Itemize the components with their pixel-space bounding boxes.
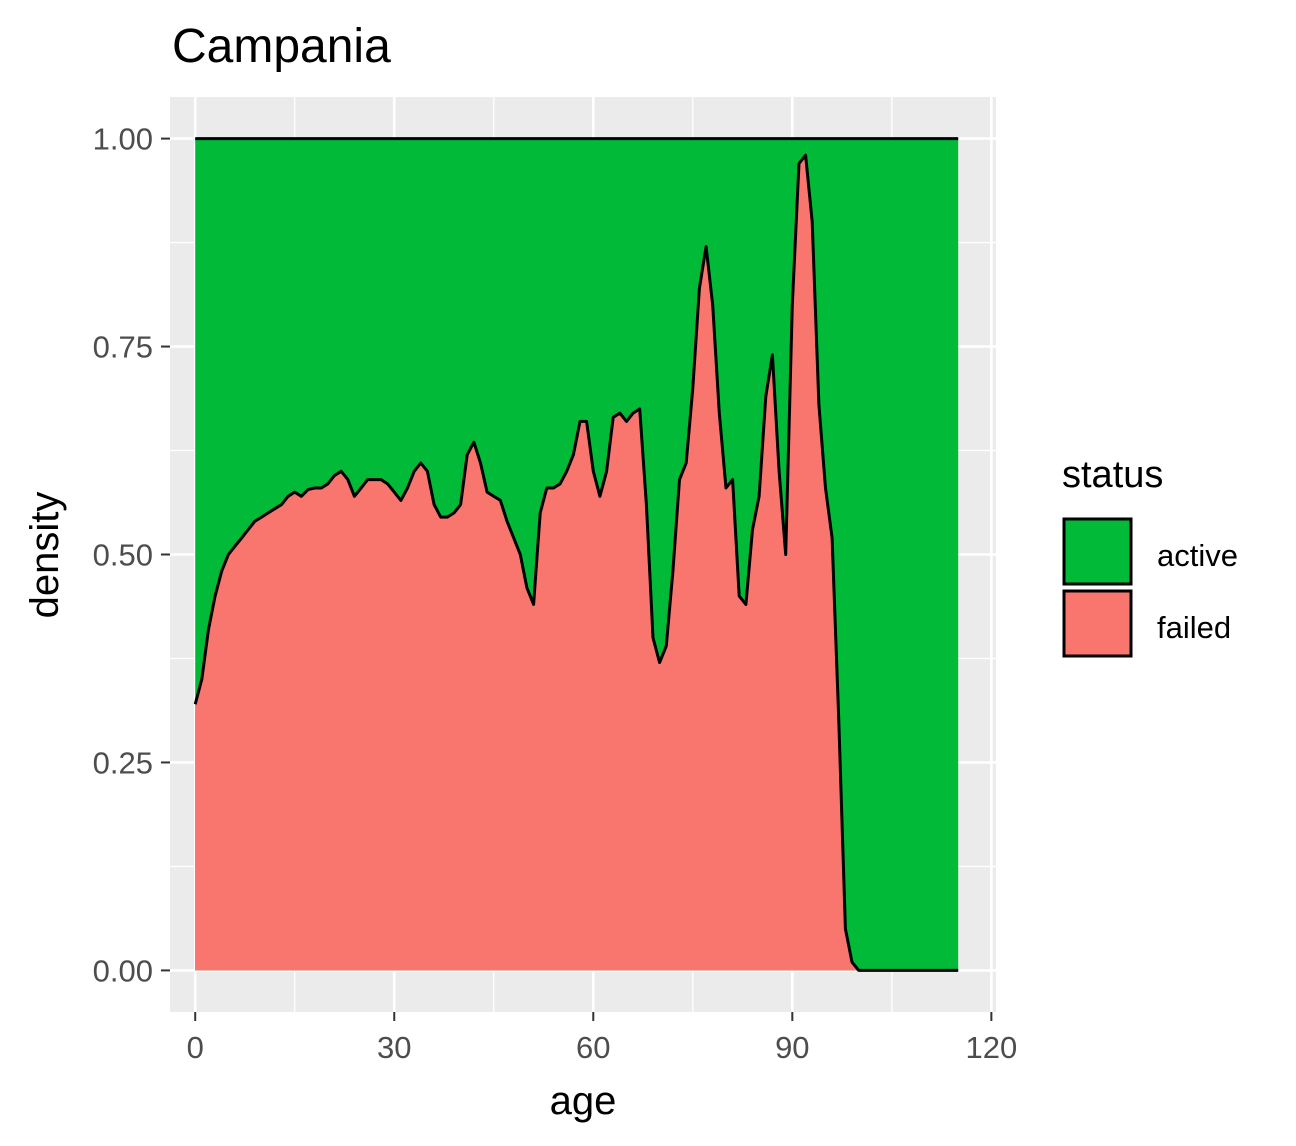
x-tick-label: 90 bbox=[775, 1030, 809, 1065]
area-failed bbox=[195, 155, 959, 971]
legend-title: status bbox=[1062, 454, 1163, 496]
y-axis-title: density bbox=[23, 492, 67, 619]
y-tick-label: 0.50 bbox=[93, 538, 153, 573]
failed-boundary-line bbox=[193, 153, 959, 972]
axes: 0 30 60 90 120 0.00 0.25 0.50 0.75 1.00 bbox=[93, 122, 1018, 1065]
y-tick-label: 1.00 bbox=[93, 122, 153, 157]
chart-title: Campania bbox=[172, 20, 391, 73]
x-tick-label: 60 bbox=[576, 1030, 610, 1065]
legend: status active failed bbox=[1062, 454, 1238, 658]
legend-key-active bbox=[1062, 517, 1133, 586]
x-axis-title: age bbox=[550, 1079, 617, 1123]
x-tick-label: 30 bbox=[377, 1030, 411, 1065]
x-tick-label: 120 bbox=[965, 1030, 1017, 1065]
legend-label-failed: failed bbox=[1157, 610, 1231, 645]
y-tick-label: 0.00 bbox=[93, 953, 153, 988]
series-layer bbox=[193, 137, 959, 972]
x-tick-label: 0 bbox=[187, 1030, 204, 1065]
y-tick-label: 0.75 bbox=[93, 330, 153, 365]
legend-key-failed bbox=[1062, 589, 1133, 658]
legend-label-active: active bbox=[1157, 538, 1238, 573]
y-tick-label: 0.25 bbox=[93, 745, 153, 780]
